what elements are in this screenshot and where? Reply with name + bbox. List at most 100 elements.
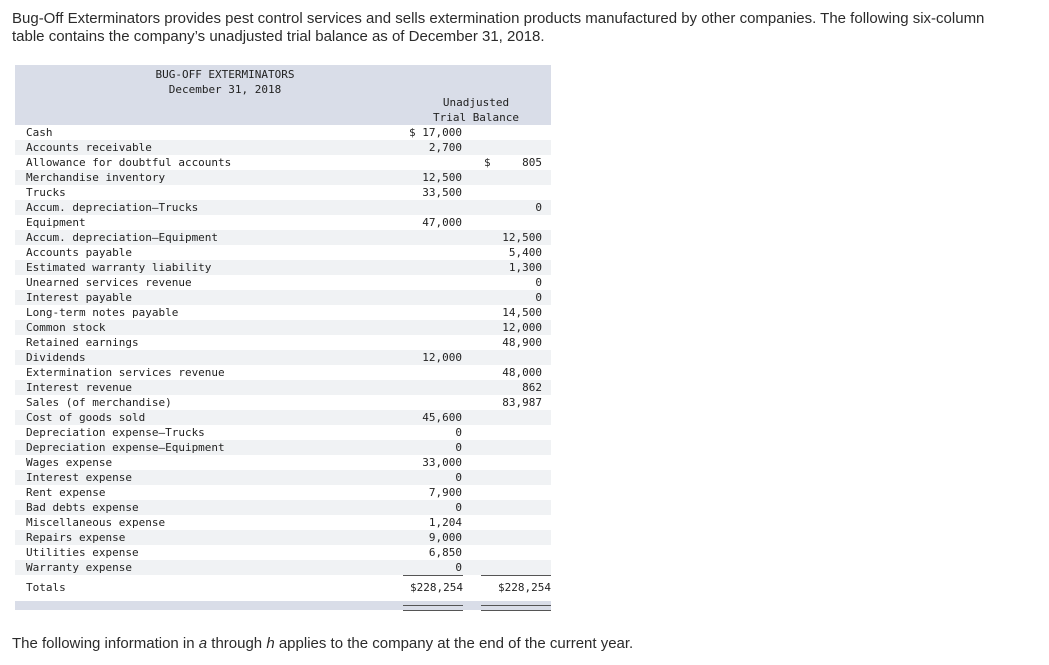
account-name: Common stock [26,321,106,334]
account-name: Merchandise inventory [26,171,166,184]
credit-amount: 5,400 [508,246,542,259]
table-row: Equipment 47,000 [15,215,551,230]
credit-double-rule [481,605,551,611]
table-row: Bad debts expense 0 [15,500,551,515]
debit-amount: 45,600 [422,411,462,424]
table-row: Dividends 12,000 [15,350,551,365]
table-row: Cost of goods sold 45,600 [15,410,551,425]
debit-amount: 0 [455,426,462,439]
account-name: Depreciation expense—Trucks [26,426,205,439]
debit-amount: $ 17,000 [409,126,462,139]
table-row: Utilities expense 6,850 [15,545,551,560]
account-name: Cost of goods sold [26,411,146,424]
debit-amount: 12,000 [422,351,462,364]
credit-amount: 83,987 [502,396,542,409]
table-row: Unearned services revenue 0 [15,275,551,290]
table-row: Retained earnings 48,900 [15,335,551,350]
credit-currency-symbol: $ [484,156,491,169]
account-name: Repairs expense [26,531,126,544]
table-row: Allowance for doubtful accounts $805 [15,155,551,170]
credit-amount: 0 [535,201,542,214]
credit-amount: 48,900 [502,336,542,349]
table-row: Warranty expense 0 [15,560,551,575]
column-header-line1: Unadjusted [442,96,510,109]
column-header-line2: Trial Balance [432,111,520,124]
account-name: Estimated warranty liability [26,261,212,274]
credit-amount: 805 [522,156,542,169]
credit-amount: 862 [522,381,542,394]
table-row: Merchandise inventory 12,500 [15,170,551,185]
account-name: Rent expense [26,486,106,499]
table-row: Long-term notes payable 14,500 [15,305,551,320]
table-row: Extermination services revenue 48,000 [15,365,551,380]
debit-amount: 9,000 [428,531,462,544]
totals-credit: $228,254 [498,581,551,594]
intro-paragraph: Bug-Off Exterminators provides pest cont… [12,10,985,45]
table-row: Rent expense 7,900 [15,485,551,500]
totals-label: Totals [26,581,66,594]
table-row: Common stock 12,000 [15,320,551,335]
debit-amount: 12,500 [422,171,462,184]
credit-amount: 48,000 [502,366,542,379]
table-row: Sales (of merchandise) 83,987 [15,395,551,410]
debit-amount: 33,000 [422,456,462,469]
table-row: Interest payable 0 [15,290,551,305]
table-row: Interest expense 0 [15,470,551,485]
table-row: Trucks 33,500 [15,185,551,200]
debit-amount: 47,000 [422,216,462,229]
account-name: Cash [26,126,53,139]
account-name: Accounts receivable [26,141,152,154]
statement-date: December 31, 2018 [168,83,282,96]
debit-double-rule [403,605,463,611]
account-name: Wages expense [26,456,113,469]
account-name: Trucks [26,186,66,199]
table-row: Miscellaneous expense 1,204 [15,515,551,530]
footer-text-1: The following information in [12,635,199,652]
totals-row: Totals $228,254 $228,254 [15,579,551,597]
table-row: Repairs expense 9,000 [15,530,551,545]
account-name: Dividends [26,351,86,364]
debit-amount: 0 [455,441,462,454]
company-name: BUG-OFF EXTERMINATORS [155,68,295,81]
account-name: Accum. depreciation—Trucks [26,201,199,214]
account-name: Allowance for doubtful accounts [26,156,232,169]
footer-letter-h: h [266,635,275,652]
account-name: Extermination services revenue [26,366,225,379]
footer-text-3: applies to the company at the end of the… [274,635,634,652]
account-name: Depreciation expense—Equipment [26,441,225,454]
account-name: Utilities expense [26,546,139,559]
table-row: Accounts receivable 2,700 [15,140,551,155]
credit-amount: 1,300 [508,261,542,274]
table-row: Accum. depreciation—Equipment 12,500 [15,230,551,245]
credit-total-rule [481,575,551,576]
account-name: Equipment [26,216,86,229]
table-row: Accounts payable 5,400 [15,245,551,260]
account-name: Sales (of merchandise) [26,396,172,409]
debit-amount: 0 [455,501,462,514]
account-name: Miscellaneous expense [26,516,166,529]
account-name: Accum. depreciation—Equipment [26,231,219,244]
table-footer-band [15,601,551,610]
account-name: Accounts payable [26,246,132,259]
account-name: Interest revenue [26,381,132,394]
debit-amount: 0 [455,471,462,484]
account-name: Unearned services revenue [26,276,192,289]
table-row: Depreciation expense—Equipment 0 [15,440,551,455]
debit-amount: 7,900 [428,486,462,499]
account-name: Warranty expense [26,561,132,574]
debit-amount: 33,500 [422,186,462,199]
table-row: Depreciation expense—Trucks 0 [15,425,551,440]
credit-amount: 14,500 [502,306,542,319]
debit-total-rule [403,575,463,576]
debit-amount: 1,204 [428,516,462,529]
table-header-band [15,65,551,125]
credit-amount: 12,500 [502,231,542,244]
table-row: Interest revenue 862 [15,380,551,395]
account-name: Bad debts expense [26,501,139,514]
trial-balance-table: BUG-OFF EXTERMINATORS December 31, 2018 … [15,65,551,611]
account-name: Long-term notes payable [26,306,179,319]
credit-amount: 0 [535,291,542,304]
table-row: Accum. depreciation—Trucks 0 [15,200,551,215]
debit-amount: 2,700 [428,141,462,154]
credit-amount: 12,000 [502,321,542,334]
